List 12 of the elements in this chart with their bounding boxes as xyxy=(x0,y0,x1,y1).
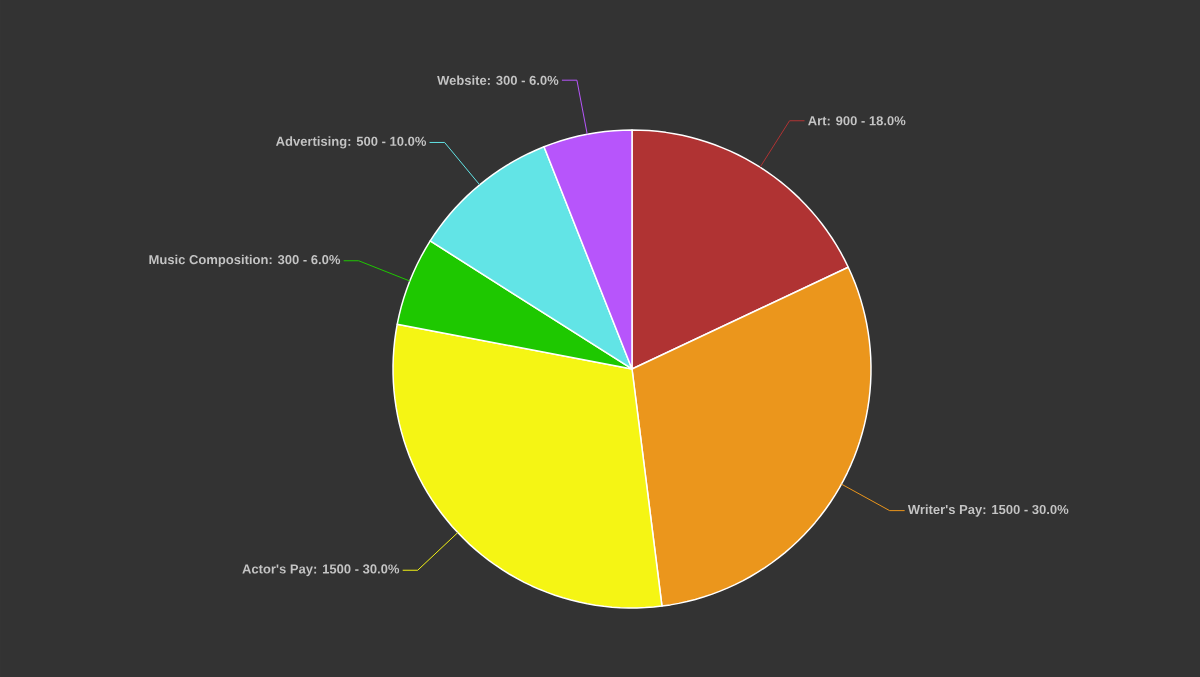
data-label: : 300 - 6.0% xyxy=(487,75,559,85)
data-label: : 900 - 18.0% xyxy=(827,116,906,126)
slice-label: Website xyxy=(437,75,487,85)
data-label: : 1500 - 30.0% xyxy=(314,564,400,574)
data-label: : 500 - 10.0% xyxy=(348,136,427,146)
data-label: : 300 - 6.0% xyxy=(269,255,341,265)
slice-label: Actor's Pay xyxy=(242,564,313,577)
slice-label: Writer's Pay xyxy=(907,504,983,517)
slice-label: Music Composition xyxy=(149,254,268,267)
slice-label: Advertising xyxy=(275,136,347,149)
data-label: : 1500 - 30.0% xyxy=(983,504,1069,515)
slice-label: Art xyxy=(808,116,827,126)
